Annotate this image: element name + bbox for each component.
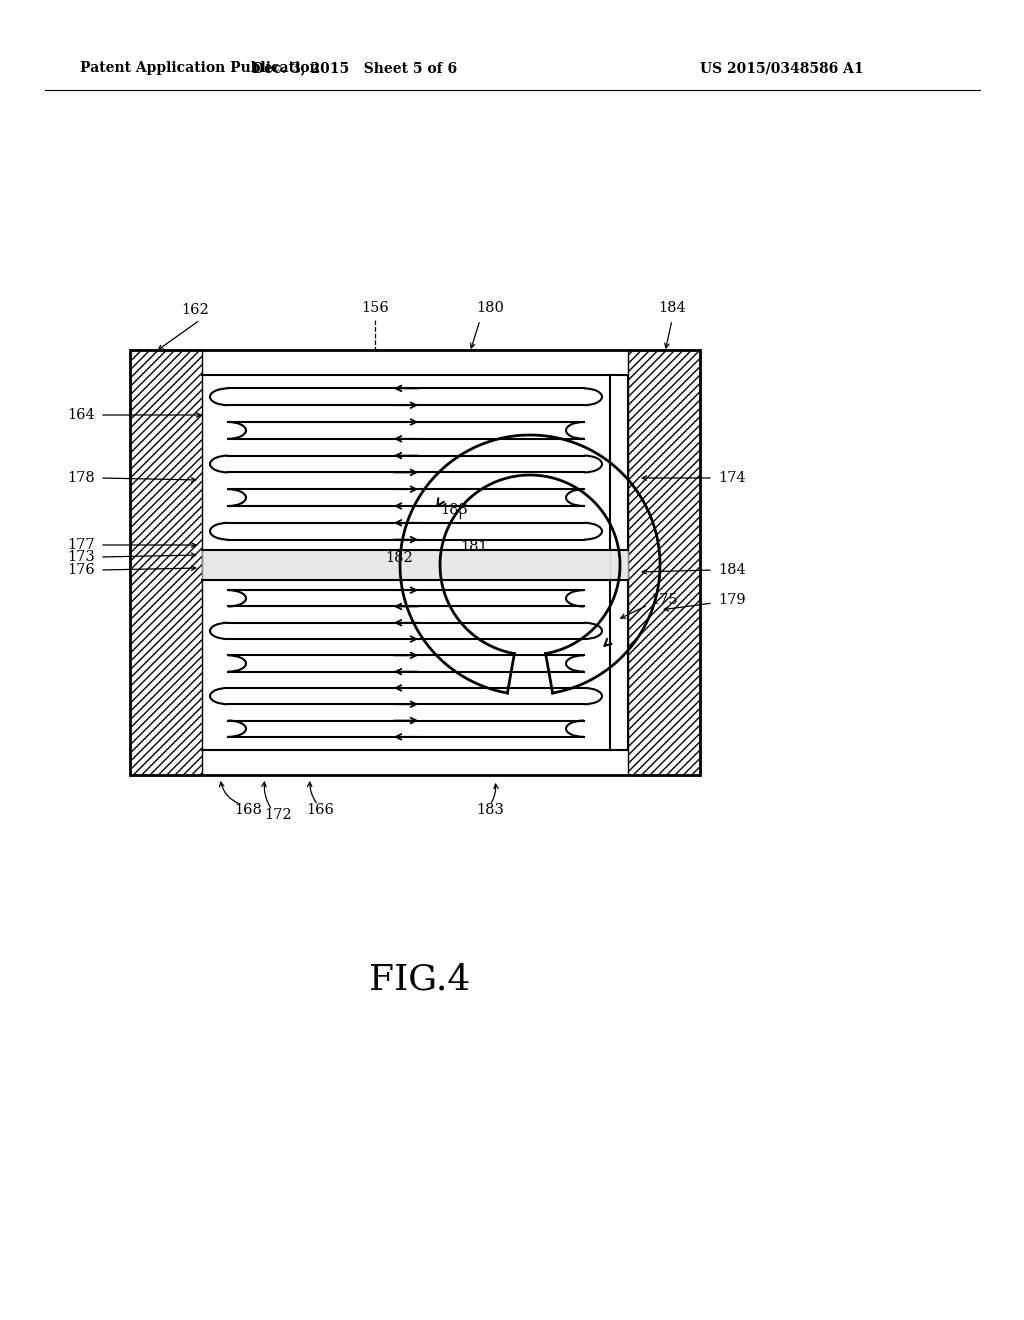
Text: 176: 176 xyxy=(68,564,95,577)
Text: 183: 183 xyxy=(440,503,468,517)
Text: 166: 166 xyxy=(306,803,334,817)
Text: FIG.4: FIG.4 xyxy=(370,964,471,997)
Text: 182: 182 xyxy=(385,550,413,565)
Text: Dec. 3, 2015   Sheet 5 of 6: Dec. 3, 2015 Sheet 5 of 6 xyxy=(253,61,458,75)
Text: Patent Application Publication: Patent Application Publication xyxy=(80,61,319,75)
Text: 173: 173 xyxy=(68,550,95,564)
Text: 156: 156 xyxy=(361,301,389,315)
Text: 178: 178 xyxy=(68,471,95,484)
Bar xyxy=(130,350,202,775)
Bar xyxy=(130,350,700,775)
Text: 174: 174 xyxy=(718,471,745,484)
Text: 179: 179 xyxy=(718,593,745,607)
Text: 184: 184 xyxy=(658,301,686,315)
Text: 175: 175 xyxy=(650,593,678,607)
Text: 172: 172 xyxy=(264,808,292,822)
Text: 183: 183 xyxy=(476,803,504,817)
Text: 162: 162 xyxy=(181,304,209,317)
Text: 181: 181 xyxy=(460,540,487,554)
Text: 164: 164 xyxy=(68,408,95,422)
Bar xyxy=(628,350,700,775)
Text: 177: 177 xyxy=(68,539,95,552)
Text: US 2015/0348586 A1: US 2015/0348586 A1 xyxy=(700,61,863,75)
Text: 180: 180 xyxy=(476,301,504,315)
Text: 168: 168 xyxy=(234,803,262,817)
Text: 184: 184 xyxy=(718,564,745,577)
